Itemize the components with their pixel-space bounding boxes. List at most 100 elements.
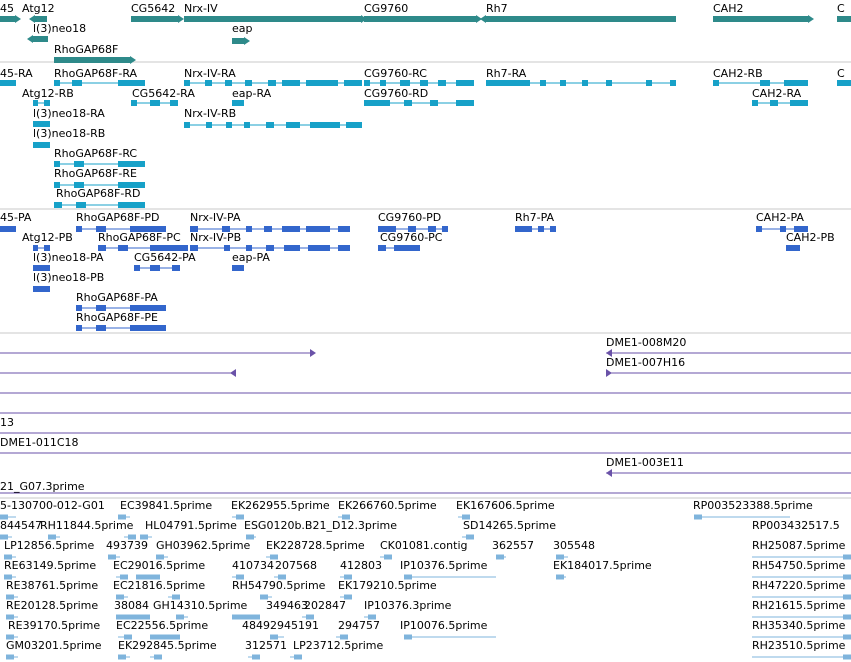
exon-block[interactable]: [364, 80, 370, 86]
est-label[interactable]: RH47220.5prime: [752, 579, 846, 592]
est-label[interactable]: RE20128.5prime: [6, 599, 99, 612]
est-label[interactable]: GH03962.5prime: [156, 539, 251, 552]
arrow-left-icon[interactable]: [27, 35, 33, 43]
est-block[interactable]: [843, 614, 851, 620]
est-label[interactable]: CK01081.contig: [380, 539, 468, 552]
exon-block[interactable]: [346, 122, 362, 128]
est-block[interactable]: [0, 514, 8, 520]
gene-bar[interactable]: [837, 16, 851, 22]
protein-label[interactable]: Atg12-PB: [22, 231, 73, 244]
exon-block[interactable]: [420, 80, 428, 86]
exon-block[interactable]: [170, 100, 178, 106]
arrow-right-icon[interactable]: [802, 80, 807, 86]
est-block[interactable]: [404, 574, 412, 580]
est-label[interactable]: RE38761.5prime: [6, 579, 99, 592]
est-label[interactable]: GM03201.5prime: [6, 639, 102, 652]
protein-label[interactable]: RhoGAP68F-PE: [76, 311, 158, 324]
exon-block[interactable]: [96, 325, 106, 331]
est-label[interactable]: LP12856.5prime: [4, 539, 95, 552]
est-block[interactable]: [694, 514, 702, 520]
protein-label[interactable]: CG9760-PD: [378, 211, 442, 224]
est-label[interactable]: RH54750.5prime: [752, 559, 846, 572]
gene-label[interactable]: l(3)neo18: [33, 22, 87, 35]
arrow-right-icon[interactable]: [182, 245, 187, 251]
est-block[interactable]: [172, 594, 180, 600]
exon-block[interactable]: [33, 265, 50, 271]
exon-block[interactable]: [284, 245, 300, 251]
transcript-label[interactable]: Nrx-IV-RA: [184, 67, 236, 80]
est-block[interactable]: [466, 534, 474, 540]
exon-block[interactable]: [134, 265, 140, 271]
transcript-label[interactable]: CG5642-RA: [132, 87, 195, 100]
exon-block[interactable]: [400, 80, 410, 86]
est-block[interactable]: [252, 654, 260, 660]
est-block[interactable]: [0, 534, 8, 540]
est-block[interactable]: [462, 514, 470, 520]
est-block[interactable]: [4, 574, 12, 580]
exon-block[interactable]: [246, 245, 252, 251]
est-block[interactable]: [6, 654, 14, 660]
exon-block[interactable]: [550, 226, 556, 232]
est-block[interactable]: [843, 594, 851, 600]
transcript-label[interactable]: eap-RA: [232, 87, 272, 100]
est-label[interactable]: 207568: [275, 559, 317, 572]
est-label[interactable]: RH23510.5prime: [752, 639, 846, 652]
est-block[interactable]: [48, 534, 56, 540]
exon-block[interactable]: [33, 100, 38, 106]
gene-bar[interactable]: [33, 36, 48, 42]
exon-block[interactable]: [786, 245, 800, 251]
arrow-left-icon[interactable]: [365, 100, 370, 106]
exon-block[interactable]: [266, 245, 274, 251]
exon-block[interactable]: [33, 245, 38, 251]
est-block[interactable]: [294, 654, 302, 660]
arrow-left-icon[interactable]: [457, 80, 462, 86]
exon-block[interactable]: [606, 80, 612, 86]
exon-block[interactable]: [130, 226, 166, 232]
protein-label[interactable]: CG9760-PC: [380, 231, 443, 244]
est-label[interactable]: 410734: [232, 559, 274, 572]
exon-block[interactable]: [222, 226, 230, 232]
arrow-right-icon[interactable]: [244, 37, 250, 45]
exon-block[interactable]: [131, 100, 137, 106]
est-block[interactable]: [270, 634, 278, 640]
exon-block[interactable]: [646, 80, 652, 86]
est-label[interactable]: EC22556.5prime: [116, 619, 209, 632]
protein-label[interactable]: RhoGAP68F-PC: [98, 231, 181, 244]
est-block[interactable]: [843, 574, 851, 580]
transcript-label[interactable]: RhoGAP68F-RC: [54, 147, 138, 160]
est-label[interactable]: IP10076.5prime: [400, 619, 488, 632]
gene-bar[interactable]: [364, 16, 476, 22]
est-label[interactable]: IP10376.3prime: [364, 599, 452, 612]
protein-label[interactable]: l(3)neo18-PB: [33, 271, 105, 284]
est-block[interactable]: [6, 594, 14, 600]
gene-bar[interactable]: [713, 16, 808, 22]
est-label[interactable]: RP003523388.5prime: [693, 499, 813, 512]
arrow-right-icon[interactable]: [802, 226, 807, 232]
transcript-label[interactable]: CG9760-RD: [364, 87, 429, 100]
exon-block[interactable]: [364, 100, 390, 106]
arrow-left-icon[interactable]: [487, 80, 492, 86]
est-label[interactable]: EK262955.5prime: [231, 499, 330, 512]
est-block[interactable]: [236, 574, 244, 580]
arrow-right-icon[interactable]: [238, 265, 243, 271]
est-label[interactable]: EK266760.5prime: [338, 499, 437, 512]
clone-label[interactable]: DME1-008M20: [606, 336, 687, 349]
est-label[interactable]: EC39841.5prime: [120, 499, 213, 512]
clone-label[interactable]: DME1-007H16: [606, 356, 686, 369]
est-block[interactable]: [843, 554, 851, 560]
exon-block[interactable]: [54, 161, 60, 167]
protein-label[interactable]: l(3)neo18-PA: [33, 251, 104, 264]
exon-block[interactable]: [118, 161, 145, 167]
exon-block[interactable]: [438, 80, 446, 86]
gene-label[interactable]: CG5642: [131, 2, 176, 15]
exon-block[interactable]: [760, 80, 770, 86]
exon-block[interactable]: [98, 245, 106, 251]
est-label[interactable]: 349463: [266, 599, 308, 612]
est-label[interactable]: RH11844.5prime: [40, 519, 134, 532]
est-label[interactable]: EK184017.5prime: [553, 559, 652, 572]
exon-block[interactable]: [33, 286, 50, 292]
est-block[interactable]: [556, 574, 564, 580]
est-label[interactable]: SD14265.5prime: [463, 519, 556, 532]
transcript-label[interactable]: Rh7-RA: [486, 67, 527, 80]
exon-block[interactable]: [118, 202, 145, 208]
